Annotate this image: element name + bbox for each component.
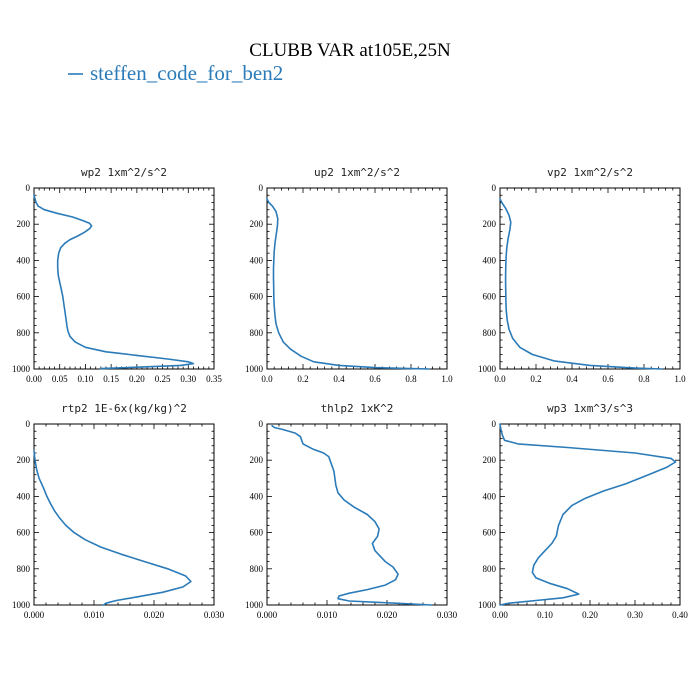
- x-tick-label: 0.35: [206, 374, 222, 384]
- x-tick-label: 0.20: [129, 374, 145, 384]
- panel-title: vp2 1xm^2/s^2: [547, 166, 633, 179]
- panel-4: rtp2 1E-6x(kg/kg)^2 0.000 0.010 0.020 0.030 0…: [12, 402, 225, 620]
- x-tick-label: 0.00: [492, 610, 508, 620]
- x-tick-label: 0.000: [24, 610, 45, 620]
- y-tick-label: 600: [483, 292, 497, 302]
- panel-title: up2 1xm^2/s^2: [314, 166, 400, 179]
- y-tick-label: 400: [17, 255, 31, 265]
- y-tick-label: 0: [259, 419, 264, 429]
- y-tick-label: 0: [492, 419, 497, 429]
- y-tick-label: 800: [250, 564, 264, 574]
- y-tick-label: 1000: [245, 600, 264, 610]
- y-tick-label: 1000: [245, 364, 264, 374]
- x-tick-label: 0.010: [317, 610, 338, 620]
- panel-3: vp2 1xm^2/s^2 0.0 0.2 0.4 0.6 0.8 1.0 0 200 400 60…: [478, 166, 686, 384]
- x-tick-label: 0.4: [333, 374, 345, 384]
- y-tick-label: 600: [17, 292, 31, 302]
- y-tick-label: 600: [483, 528, 497, 538]
- x-tick-label: 0.020: [377, 610, 398, 620]
- y-tick-label: 1000: [12, 600, 31, 610]
- x-tick-label: 0.000: [257, 610, 278, 620]
- y-tick-label: 600: [250, 292, 264, 302]
- x-tick-label: 0.2: [530, 374, 541, 384]
- y-tick-label: 400: [483, 491, 497, 501]
- panel-title: wp2 1xm^2/s^2: [81, 166, 167, 179]
- x-tick-label: 0.25: [155, 374, 171, 384]
- plot-frame: [266, 187, 448, 370]
- series-line: [33, 450, 192, 606]
- x-tick-label: 0.4: [566, 374, 578, 384]
- x-tick-label: 0.00: [26, 374, 42, 384]
- chart-title: CLUBB VAR at105E,25N: [249, 40, 451, 61]
- y-tick-label: 200: [17, 455, 31, 465]
- series-line: [499, 423, 677, 606]
- panel-1: wp2 1xm^2/s^2 0.00 0.05 0.10 0.15 0.20 0.25 0.3…: [12, 166, 222, 384]
- y-tick-label: 200: [483, 455, 497, 465]
- x-tick-label: 0.8: [638, 374, 650, 384]
- panel-6: wp3 1xm^3/s^3 0.00 0.10 0.20 0.30 0.40 0 200 400…: [478, 402, 688, 620]
- x-tick-label: 0.0: [494, 374, 506, 384]
- y-tick-label: 800: [17, 564, 31, 574]
- y-tick-label: 0: [259, 183, 264, 193]
- x-tick-label: 0.20: [582, 610, 598, 620]
- y-tick-label: 800: [483, 564, 497, 574]
- x-tick-label: 0.8: [405, 374, 417, 384]
- x-tick-label: 0.020: [144, 610, 165, 620]
- y-tick-label: 1000: [12, 364, 31, 374]
- plot-frame: [33, 423, 215, 606]
- y-tick-label: 200: [250, 455, 264, 465]
- y-tick-label: 600: [250, 528, 264, 538]
- y-tick-label: 1000: [478, 600, 497, 610]
- y-tick-label: 200: [250, 219, 264, 229]
- x-tick-label: 0.030: [437, 610, 458, 620]
- x-tick-label: 0.05: [52, 374, 68, 384]
- y-tick-label: 200: [483, 219, 497, 229]
- x-tick-label: 0.10: [537, 610, 553, 620]
- y-tick-label: 400: [250, 255, 264, 265]
- x-tick-label: 1.0: [441, 374, 453, 384]
- y-tick-label: 600: [17, 528, 31, 538]
- plot-frame: [499, 187, 681, 370]
- x-tick-label: 0.6: [602, 374, 614, 384]
- panel-title: wp3 1xm^3/s^3: [547, 402, 633, 415]
- series-line: [266, 198, 430, 370]
- panels-group: wp2 1xm^2/s^20.00 0.05 0.10 0.15 0.20 0.25 0.3…: [12, 166, 688, 620]
- plot-frame: [33, 187, 215, 370]
- y-tick-label: 0: [492, 183, 497, 193]
- series-line: [499, 198, 663, 370]
- y-tick-label: 800: [17, 328, 31, 338]
- plot-frame: [266, 423, 448, 606]
- y-tick-label: 0: [26, 419, 31, 429]
- x-tick-label: 0.0: [261, 374, 273, 384]
- x-tick-label: 0.40: [672, 610, 688, 620]
- x-tick-label: 0.6: [369, 374, 381, 384]
- panel-2: up2 1xm^2/s^2 0.0 0.2 0.4 0.6 0.8 1.0 0 200 400 60…: [245, 166, 453, 384]
- series-line: [271, 424, 433, 606]
- y-tick-label: 400: [17, 491, 31, 501]
- y-tick-label: 0: [26, 183, 31, 193]
- y-tick-label: 800: [250, 328, 264, 338]
- panel-title: thlp2 1xK^2: [321, 402, 394, 415]
- x-tick-label: 0.30: [627, 610, 643, 620]
- x-tick-label: 1.0: [674, 374, 686, 384]
- y-tick-label: 800: [483, 328, 497, 338]
- x-tick-label: 0.30: [180, 374, 196, 384]
- y-tick-label: 200: [17, 219, 31, 229]
- x-tick-label: 0.15: [103, 374, 119, 384]
- y-tick-label: 1000: [478, 364, 497, 374]
- y-tick-label: 400: [250, 491, 264, 501]
- legend-label: steffen_code_for_ben2: [90, 61, 283, 85]
- y-tick-label: 400: [483, 255, 497, 265]
- x-tick-label: 0.010: [84, 610, 105, 620]
- series-line: [33, 194, 195, 370]
- panel-5: thlp2 1xK^2 0.000 0.010 0.020 0.030 0 200 400 60…: [245, 402, 458, 620]
- x-tick-label: 0.2: [297, 374, 308, 384]
- x-tick-label: 0.030: [204, 610, 225, 620]
- x-tick-label: 0.10: [78, 374, 94, 384]
- panel-title: rtp2 1E-6x(kg/kg)^2: [61, 402, 187, 415]
- plot-frame: [499, 423, 681, 606]
